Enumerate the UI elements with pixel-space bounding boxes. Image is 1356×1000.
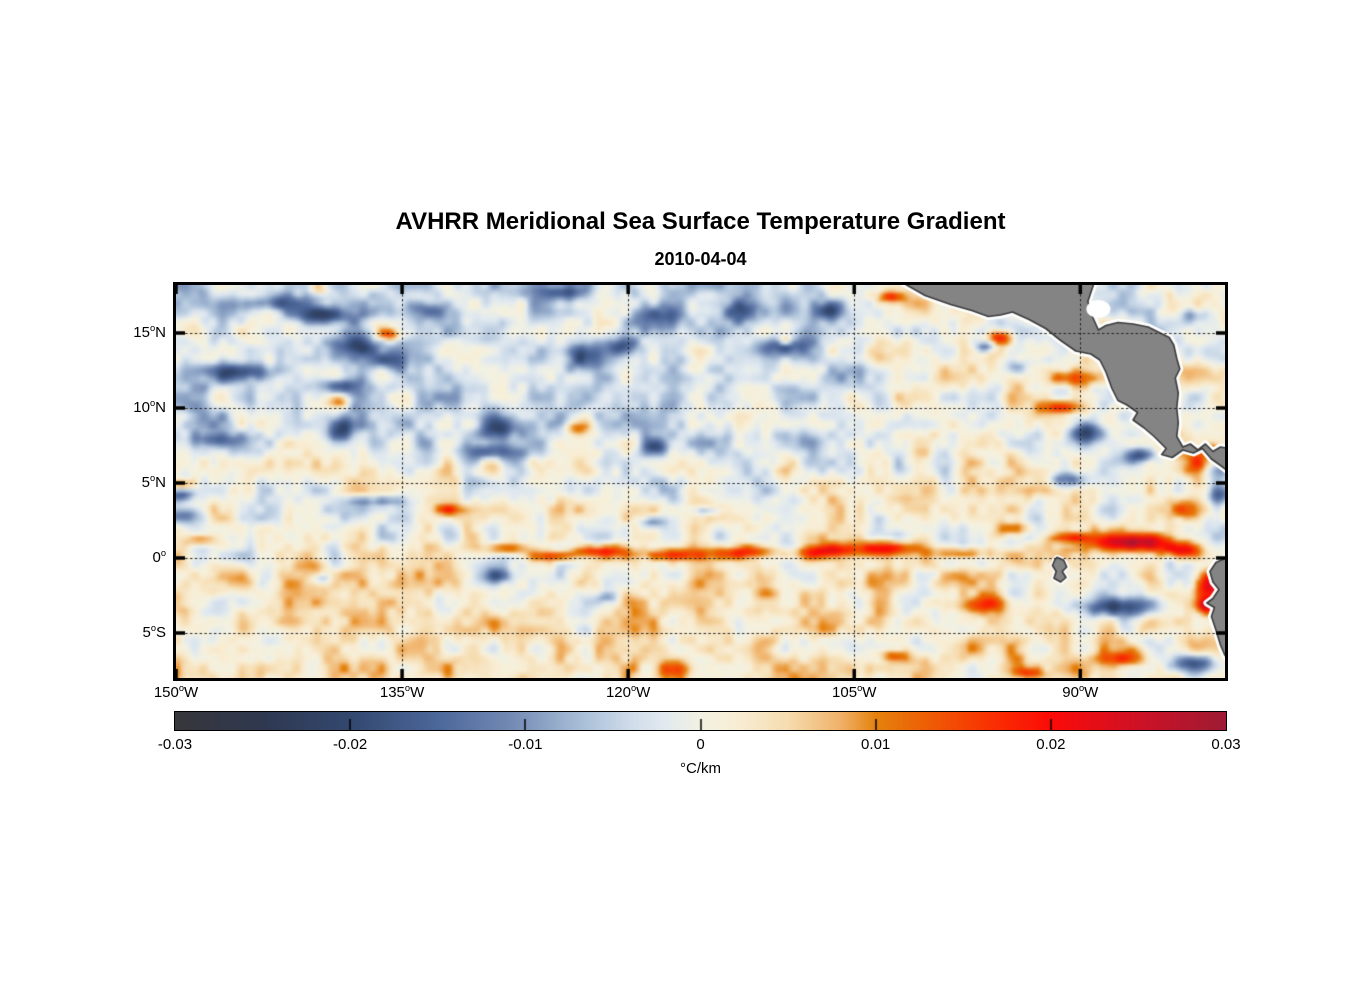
y-tick-label: 0o: [152, 548, 166, 566]
x-tick-label: 135oW: [379, 683, 425, 701]
x-tick-label: 90oW: [1062, 683, 1099, 701]
y-tick-label: 15oN: [133, 323, 166, 341]
colorbar-tick-label: 0.02: [1036, 736, 1066, 753]
colorbar-tick-label: 0.01: [861, 736, 891, 753]
colorbar-tick-label: -0.02: [333, 736, 368, 753]
chart-title: AVHRR Meridional Sea Surface Temperature…: [395, 208, 1006, 235]
colorbar: [174, 711, 1227, 731]
y-tick-label: 10oN: [133, 398, 166, 416]
colorbar-unit-label: °C/km: [680, 760, 721, 777]
colorbar-tick-label: 0: [696, 736, 705, 753]
x-tick-label: 120oW: [605, 683, 651, 701]
y-tick-label: 5oN: [141, 473, 166, 491]
sst-gradient-heatmap: [176, 285, 1225, 678]
colorbar-gradient: [175, 712, 1226, 730]
colorbar-tick-label: 0.03: [1211, 736, 1241, 753]
x-tick-label: 105oW: [832, 683, 877, 701]
chart-subtitle: 2010-04-04: [654, 249, 747, 269]
x-tick-label: 150oW: [153, 683, 199, 701]
y-tick-label: 5oS: [142, 623, 166, 641]
colorbar-tick-label: -0.01: [508, 736, 543, 753]
colorbar-tick-label: -0.03: [157, 736, 193, 753]
map-plot-area: [173, 282, 1228, 681]
